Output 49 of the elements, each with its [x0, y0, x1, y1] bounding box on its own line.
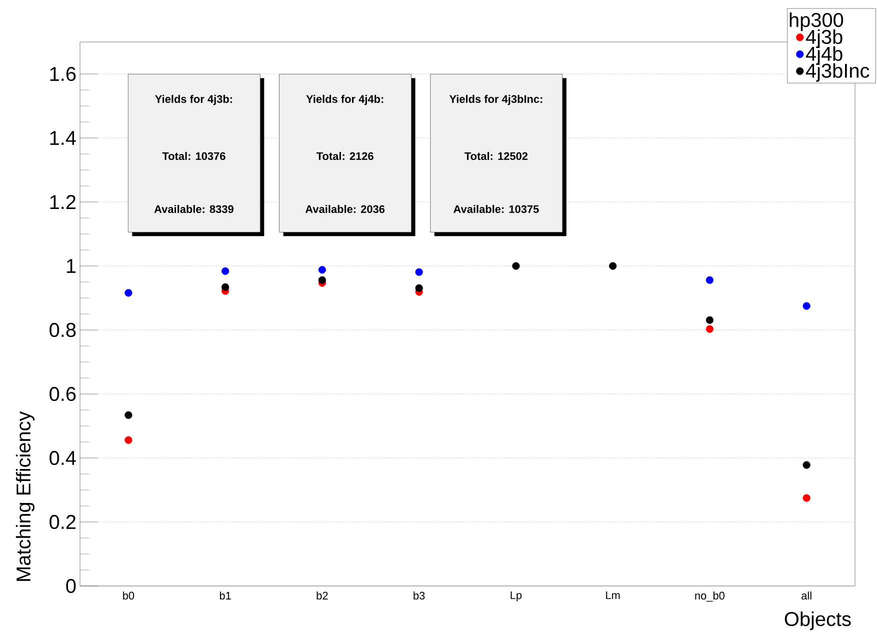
point	[802, 302, 810, 310]
point	[802, 461, 810, 469]
point	[222, 283, 230, 291]
annotation: Yields for 4j4b:	[306, 94, 384, 106]
y-tick-label: 1.6	[50, 66, 76, 82]
x-tick-label: b0	[123, 592, 134, 600]
annotation: Available: 2036	[305, 204, 385, 214]
y-tick-label: 0.8	[50, 322, 76, 338]
y-tick-label: 1.2	[50, 195, 76, 209]
x-tick-label: Lp	[510, 592, 522, 602]
annotation: Total: 2126	[316, 152, 374, 160]
legend-label: 4j4b	[806, 46, 842, 65]
point	[415, 284, 423, 292]
y-axis-title: Matching Efficiency	[16, 411, 34, 581]
annotation: Available: 8339	[154, 204, 234, 214]
annotation: Total: 12502	[464, 152, 528, 160]
x-tick-label: no_b0	[695, 592, 724, 602]
x-tick-label: Lm	[606, 592, 620, 600]
point	[318, 276, 326, 284]
x-axis-title: Objects	[784, 612, 851, 630]
point	[706, 276, 714, 284]
point	[415, 268, 423, 276]
point	[802, 494, 810, 502]
point	[706, 316, 714, 324]
annotation: Total: 10376	[162, 152, 226, 160]
y-tick-label: 0.2	[50, 514, 76, 530]
legend-label: 4j3b	[806, 29, 842, 48]
x-tick-label: b3	[414, 592, 425, 600]
point	[318, 266, 326, 274]
point	[222, 267, 230, 275]
annotation: Yields for 4j3bInc:	[449, 94, 542, 106]
point	[124, 436, 132, 444]
point	[706, 325, 714, 333]
x-tick-label: b1	[220, 592, 231, 600]
point	[609, 262, 617, 270]
point	[124, 289, 132, 297]
y-tick-label: 0.6	[50, 386, 76, 402]
y-tick-label: 1.4	[50, 131, 76, 145]
y-tick-label: 0	[66, 578, 76, 594]
legend-title: hp300	[790, 12, 844, 32]
point	[512, 262, 520, 270]
y-tick-label: 0.4	[50, 450, 76, 466]
point	[124, 411, 132, 419]
legend-label: 4j3bInc	[806, 63, 870, 82]
x-tick-label: b2	[316, 592, 328, 600]
x-tick-label: all	[802, 592, 812, 600]
y-tick-label: 1	[66, 259, 76, 273]
annotation: Available: 10375	[454, 204, 539, 214]
annotation: Yields for 4j3b:	[155, 94, 232, 106]
